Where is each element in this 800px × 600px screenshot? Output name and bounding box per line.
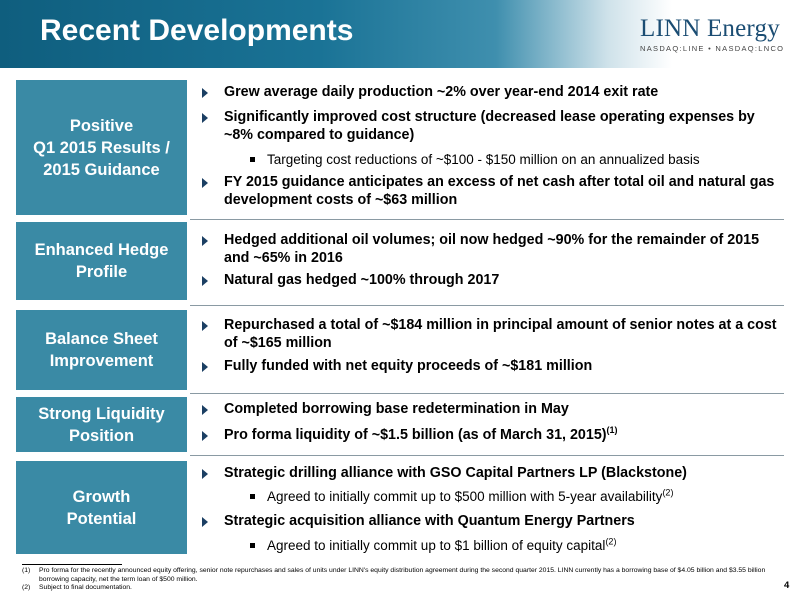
sub-bullet-text: Targeting cost reductions of ~$100 - $15… xyxy=(267,152,700,167)
section-label-line: 2015 Guidance xyxy=(43,160,160,179)
logo-ticker: NASDAQ:LINE • NASDAQ:LNCO xyxy=(640,44,785,53)
bullet-text: Pro forma liquidity of ~$1.5 billion (as… xyxy=(224,427,607,443)
bullet-text: Natural gas hedged ~100% through 2017 xyxy=(224,272,500,288)
bullet-item: FY 2015 guidance anticipates an excess o… xyxy=(202,174,780,209)
section-label-line: Q1 2015 Results / xyxy=(33,138,170,157)
sub-bullet-text-with-ref: Agreed to initially commit up to $500 mi… xyxy=(267,488,780,505)
triangle-bullet-icon xyxy=(202,431,208,441)
footnote-text: Pro forma for the recently announced equ… xyxy=(39,567,766,583)
section-divider xyxy=(190,455,784,456)
bullet-item: Natural gas hedged ~100% through 2017 xyxy=(202,272,780,290)
section-divider xyxy=(190,305,784,306)
footnote: (2) Subject to final documentation. xyxy=(22,584,782,593)
page-title: Recent Developments xyxy=(40,14,354,47)
bullet-item: Fully funded with net equity proceeds of… xyxy=(202,358,780,376)
sub-bullet-text: Agreed to initially commit up to $500 mi… xyxy=(267,489,663,504)
bullet-item: Strategic acquisition alliance with Quan… xyxy=(202,513,780,531)
footnote: (1) Pro forma for the recently announced… xyxy=(22,567,782,584)
footnote-divider xyxy=(22,564,122,565)
triangle-bullet-icon xyxy=(202,321,208,331)
section-label-line: Positive xyxy=(69,116,134,135)
bullet-text: Hedged additional oil volumes; oil now h… xyxy=(224,232,760,266)
section-label-line: Improvement xyxy=(49,352,154,370)
section-label-growth: Growth Potential xyxy=(16,461,187,554)
footnote-ref: (1) xyxy=(606,425,618,436)
section-label-balance-sheet: Balance Sheet Improvement xyxy=(16,310,187,390)
sub-bullet-item: Targeting cost reductions of ~$100 - $15… xyxy=(250,151,780,168)
bullet-text: Strategic drilling alliance with GSO Cap… xyxy=(224,465,687,481)
section-divider xyxy=(190,393,784,394)
bullet-text: Strategic acquisition alliance with Quan… xyxy=(224,513,635,529)
footnote-ref: (2) xyxy=(605,536,617,547)
square-bullet-icon xyxy=(250,543,255,548)
logo-name: LINN Energy xyxy=(640,15,780,42)
footnotes: (1) Pro forma for the recently announced… xyxy=(22,567,782,593)
triangle-bullet-icon xyxy=(202,178,208,188)
triangle-bullet-icon xyxy=(202,236,208,246)
footnote-number: (2) xyxy=(22,584,31,591)
bullet-item: Significantly improved cost structure (d… xyxy=(202,109,780,144)
bullet-text-with-ref: Pro forma liquidity of ~$1.5 billion (as… xyxy=(224,425,780,445)
triangle-bullet-icon xyxy=(202,469,208,479)
sub-bullet-item: Agreed to initially commit up to $1 bill… xyxy=(250,537,780,554)
square-bullet-icon xyxy=(250,494,255,499)
bullet-text: Completed borrowing base redetermination… xyxy=(224,401,569,417)
bullet-text: Repurchased a total of ~$184 million in … xyxy=(224,317,777,351)
footnote-ref: (2) xyxy=(662,487,674,498)
triangle-bullet-icon xyxy=(202,88,208,98)
triangle-bullet-icon xyxy=(202,517,208,527)
section-label-line: Growth xyxy=(72,487,131,506)
section-label-line: Position xyxy=(68,426,135,445)
bullet-text: FY 2015 guidance anticipates an excess o… xyxy=(224,174,775,208)
section-label-line: Strong Liquidity xyxy=(38,404,165,423)
footnote-text: Subject to final documentation. xyxy=(39,584,132,591)
triangle-bullet-icon xyxy=(202,405,208,415)
triangle-bullet-icon xyxy=(202,113,208,123)
bullet-text: Fully funded with net equity proceeds of… xyxy=(224,358,593,374)
bullet-item: Completed borrowing base redetermination… xyxy=(202,401,780,419)
triangle-bullet-icon xyxy=(202,276,208,286)
sub-bullet-text-with-ref: Agreed to initially commit up to $1 bill… xyxy=(267,537,780,554)
bullet-item: Grew average daily production ~2% over y… xyxy=(202,84,780,102)
page-number: 4 xyxy=(784,580,790,591)
bullet-item: Repurchased a total of ~$184 million in … xyxy=(202,317,780,352)
header-banner: Recent Developments xyxy=(0,0,800,68)
section-label-liquidity: Strong Liquidity Position xyxy=(16,397,187,452)
company-logo: LINN Energy NASDAQ:LINE • NASDAQ:LNCO xyxy=(640,15,790,54)
section-label-line: Enhanced Hedge xyxy=(34,241,169,259)
bullet-text: Grew average daily production ~2% over y… xyxy=(224,84,659,100)
sub-bullet-text: Agreed to initially commit up to $1 bill… xyxy=(267,538,606,553)
sub-bullet-item: Agreed to initially commit up to $500 mi… xyxy=(250,488,780,505)
bullet-text: Significantly improved cost structure (d… xyxy=(224,109,755,143)
bullet-item: Pro forma liquidity of ~$1.5 billion (as… xyxy=(202,425,780,445)
bullet-item: Strategic drilling alliance with GSO Cap… xyxy=(202,465,780,483)
bullet-item: Hedged additional oil volumes; oil now h… xyxy=(202,232,780,267)
footnote-number: (1) xyxy=(22,567,31,574)
section-label-q1-results: Positive Q1 2015 Results / 2015 Guidance xyxy=(16,80,187,215)
section-divider xyxy=(190,219,784,220)
section-label-line: Balance Sheet xyxy=(45,330,158,348)
triangle-bullet-icon xyxy=(202,362,208,372)
section-label-line: Potential xyxy=(66,509,137,528)
section-label-hedge-profile: Enhanced Hedge Profile xyxy=(16,222,187,300)
section-label-line: Profile xyxy=(75,263,128,281)
square-bullet-icon xyxy=(250,157,255,162)
